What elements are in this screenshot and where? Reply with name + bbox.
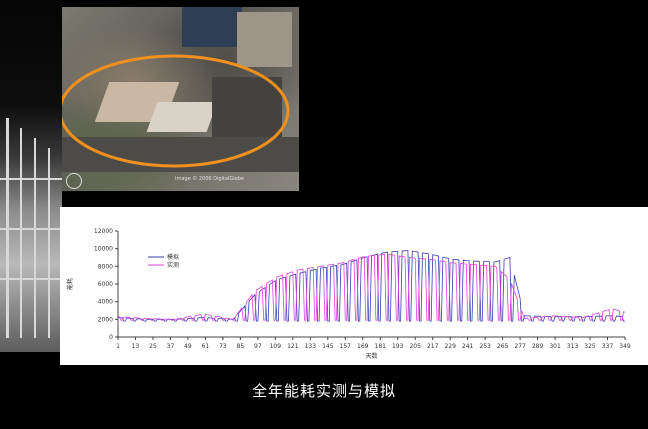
x-tick-label: 181	[375, 343, 387, 350]
map-navigation-icon[interactable]	[66, 173, 82, 189]
legend-label: 模拟	[167, 253, 179, 261]
x-tick-label: 349	[619, 343, 631, 350]
x-tick-label: 133	[305, 343, 317, 350]
series-line	[117, 253, 626, 321]
image-credit: Image © 2006 DigitalGlobe	[175, 176, 244, 182]
y-tick-label: 8000	[98, 263, 113, 270]
y-tick-label: 2000	[98, 316, 113, 323]
x-tick-label: 325	[584, 343, 596, 350]
y-tick-label: 12000	[94, 228, 113, 235]
x-tick-label: 121	[287, 343, 299, 350]
x-tick-label: 157	[340, 343, 352, 350]
x-tick-label: 217	[427, 343, 439, 350]
x-tick-label: 241	[462, 343, 474, 350]
series-line	[117, 249, 625, 322]
chart-svg: 0 2000 4000 6000 8000 10000 12000 1 13 25 37 49 61 73…	[66, 228, 631, 360]
x-tick-label: 313	[567, 343, 579, 350]
x-tick-label: 301	[549, 343, 561, 350]
y-tick-label: 0	[109, 334, 113, 341]
building-photo	[0, 0, 62, 352]
x-tick-label: 277	[514, 343, 526, 350]
highlight-ellipse	[62, 54, 290, 168]
aerial-photo: Image © 2006 DigitalGlobe	[62, 7, 299, 191]
x-tick-label: 61	[202, 343, 210, 350]
chart-caption: 全年能耗实测与模拟	[251, 382, 396, 400]
x-tick-label: 265	[497, 343, 509, 350]
x-tick-label: 229	[444, 343, 456, 350]
x-tick-label: 97	[254, 343, 262, 350]
energy-chart: 0 2000 4000 6000 8000 10000 12000 1 13 25 37 49 61 73…	[60, 207, 648, 365]
legend-label: 实测	[167, 261, 179, 269]
y-tick-label: 10000	[94, 246, 113, 253]
x-tick-label: 25	[149, 343, 157, 350]
building-frame	[0, 118, 62, 338]
x-tick-label: 253	[479, 343, 491, 350]
x-axis-label: 天数	[365, 352, 377, 360]
y-tick-label: 6000	[98, 281, 113, 288]
x-tick-label: 13	[132, 343, 140, 350]
y-axis-label: 能耗	[66, 278, 74, 290]
x-tick-label: 37	[167, 343, 175, 350]
x-tick-label: 1	[116, 343, 120, 350]
x-tick-label: 85	[237, 343, 245, 350]
x-tick-label: 337	[602, 343, 614, 350]
x-tick-label: 169	[357, 343, 369, 350]
y-tick-label: 4000	[98, 299, 113, 306]
x-tick-label: 193	[392, 343, 404, 350]
x-tick-label: 109	[270, 343, 282, 350]
x-tick-label: 73	[219, 343, 227, 350]
x-tick-label: 145	[322, 343, 334, 350]
x-tick-label: 289	[532, 343, 544, 350]
x-tick-label: 49	[184, 343, 192, 350]
x-tick-label: 205	[409, 343, 421, 350]
